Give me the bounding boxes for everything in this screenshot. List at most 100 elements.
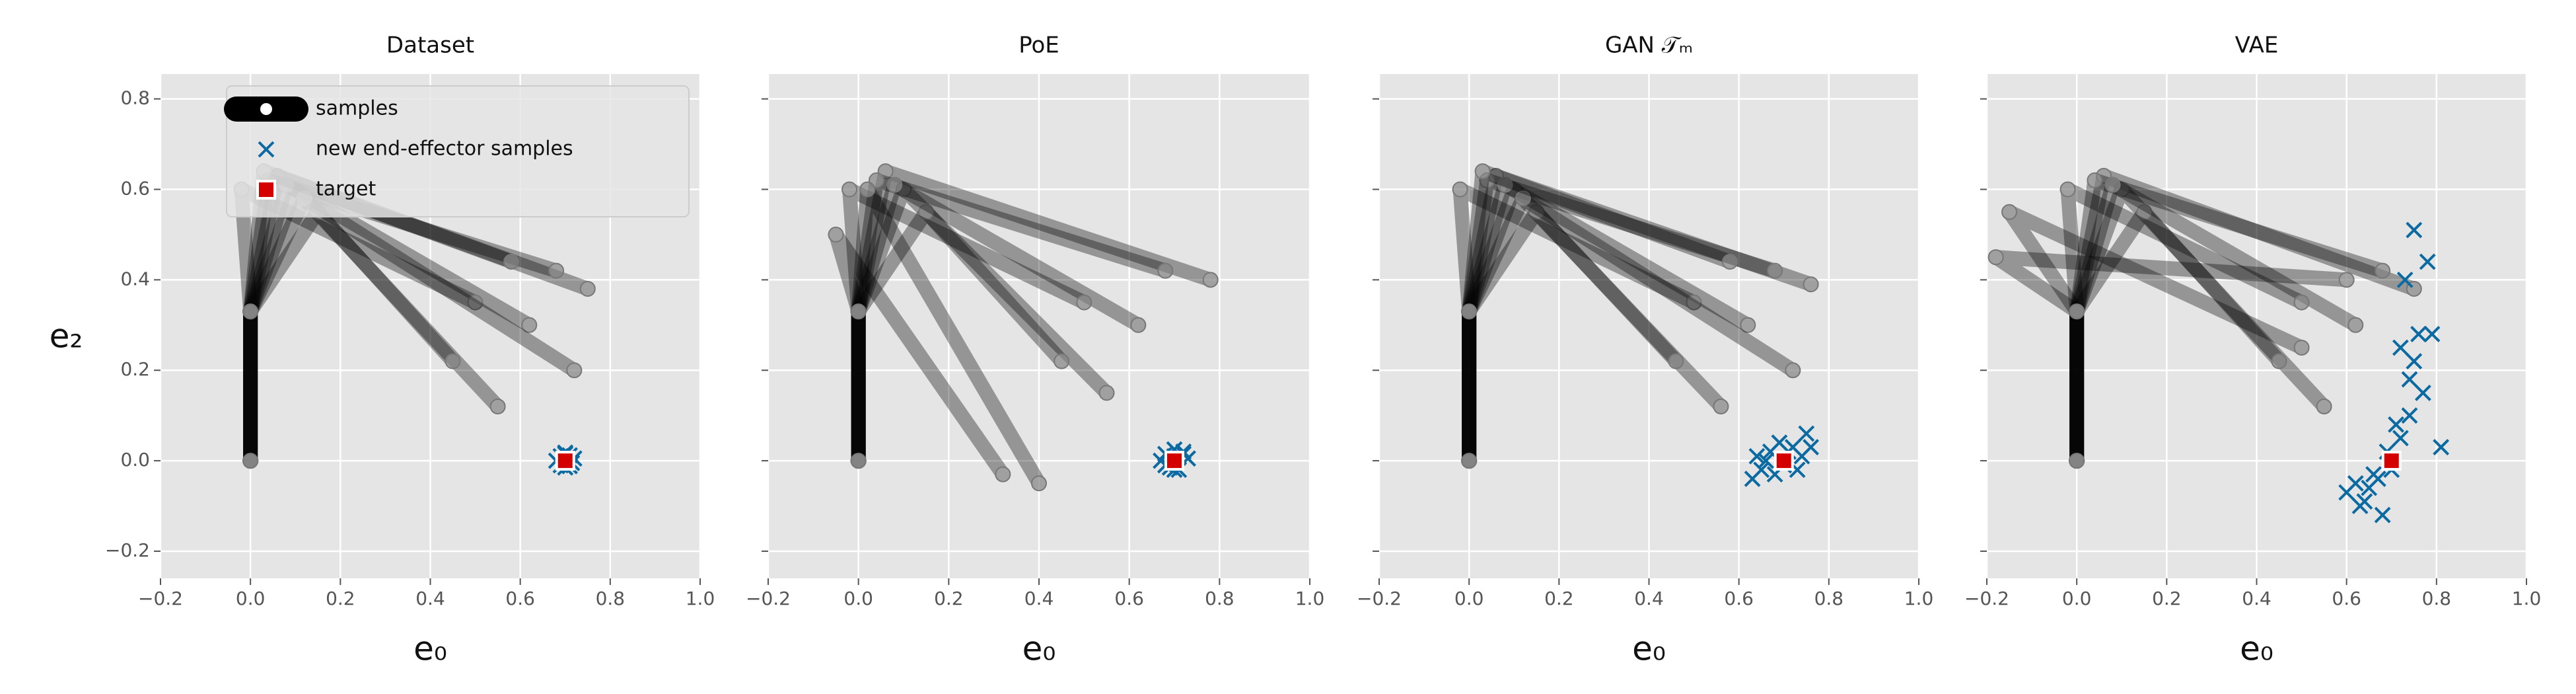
sample-joint: [2104, 176, 2121, 193]
sample-arm: [1452, 182, 1701, 469]
sample-joint: [2136, 204, 2153, 220]
sample-joint: [2059, 181, 2076, 198]
end-effector-sample: [2396, 271, 2414, 288]
panel-title: VAE: [2235, 32, 2279, 59]
end-effector-sample: [2406, 221, 2423, 239]
sample-arm: [2069, 177, 2363, 469]
sample-joint: [242, 453, 259, 469]
sample-arm: [1462, 204, 1684, 469]
panel: −0.2 0.0 0.2 0.4 0.6 0.8 1.0 VAE e₀: [1964, 32, 2541, 668]
sample-joint: [1461, 453, 1478, 469]
sample-joint: [2271, 353, 2287, 369]
end-effector-sample: [1803, 439, 1820, 455]
x-axis-label: e₀: [1632, 630, 1666, 668]
sample-arm: [828, 227, 1011, 482]
x-tick-label: 0.4: [1024, 588, 1054, 609]
legend-symbol: [256, 180, 276, 200]
sample-arm: [851, 182, 1046, 491]
sample-joint: [1713, 398, 1729, 414]
sample-joint: [467, 294, 483, 311]
sample-joint: [1528, 204, 1545, 220]
x-axis-label: e₀: [413, 630, 447, 668]
sample-joint: [1668, 353, 1684, 369]
x-tick-label: 0.0: [1454, 588, 1484, 609]
sample-arm: [2002, 204, 2309, 469]
x-tick-label: 0.6: [1114, 588, 1144, 609]
y-axis-label: e₂: [50, 317, 83, 356]
x-tick-label: 0.2: [934, 588, 964, 609]
sample-joint: [1686, 294, 1702, 311]
sample-joint: [841, 181, 857, 198]
x-tick-label: 0.8: [2422, 588, 2452, 609]
sample-joint: [1722, 253, 1738, 270]
sample-joint: [2347, 317, 2364, 333]
target: [2381, 451, 2402, 471]
x-tick-label: 1.0: [686, 588, 715, 609]
sample-joint: [2293, 340, 2310, 356]
plot-area: [828, 163, 1219, 492]
sample-arm: [243, 173, 564, 469]
end-effector-sample: [1748, 447, 1766, 465]
sample-joint: [1987, 249, 2004, 266]
x-axis-label: e₀: [2240, 630, 2273, 668]
sample-joint: [1785, 362, 1801, 379]
x-tick-label: 0.4: [415, 588, 445, 609]
sample-arm: [851, 173, 1173, 469]
y-tick-label: 0.8: [120, 87, 150, 109]
sample-joint: [828, 226, 844, 243]
sample-joint: [1515, 190, 1531, 207]
x-tick-label: 1.0: [2512, 588, 2542, 609]
end-effector-sample: [2419, 253, 2436, 270]
y-tick-label: 0.4: [120, 268, 150, 289]
sample-joint: [1054, 353, 1070, 369]
sample-joint: [489, 398, 506, 414]
x-tick-label: 0.6: [505, 588, 535, 609]
sample-joint: [1157, 262, 1174, 279]
end-effector-sample: [2406, 353, 2423, 369]
y-tick-label: 0.6: [120, 177, 150, 199]
sample-joint: [566, 362, 583, 379]
end-effector-sample: [2351, 498, 2369, 514]
x-tick-label: 0.6: [1724, 588, 1754, 609]
sample-joint: [2293, 294, 2310, 311]
legend-box: [226, 85, 690, 217]
x-tick-label: 0.8: [1814, 588, 1844, 609]
sample-arm: [1988, 250, 2354, 469]
x-tick-label: 0.4: [2242, 588, 2272, 609]
sample-joint: [1031, 475, 1047, 492]
plot-area: [233, 163, 596, 476]
end-effector-sample: [2401, 407, 2418, 424]
end-effector-sample: [2392, 430, 2409, 447]
sample-arm: [234, 182, 483, 469]
panel-title: PoE: [1019, 32, 1059, 59]
panel-title: GAN 𝒯ₘ: [1605, 32, 1693, 59]
sample-joint: [2316, 398, 2332, 414]
legend-label: new end-effector samples: [316, 137, 573, 161]
sample-arm: [2069, 168, 2421, 469]
y-tick-label: 0.0: [120, 449, 150, 471]
target: [1164, 451, 1184, 471]
end-effector-sample: [2401, 371, 2418, 388]
sample-joint: [850, 453, 867, 469]
sample-joint: [1474, 163, 1491, 180]
target: [1773, 451, 1794, 471]
sample-joint: [1452, 181, 1468, 198]
plot-area: [1452, 163, 1820, 487]
x-tick-label: 0.2: [1544, 588, 1574, 609]
x-tick-label: −0.2: [1357, 588, 1402, 609]
sample-arm: [851, 182, 1114, 469]
legend-symbol: [260, 103, 272, 115]
sample-joint: [2069, 303, 2085, 320]
sample-arm: [2069, 204, 2287, 469]
sample-arm: [1462, 164, 1738, 469]
sample-joint: [242, 303, 259, 320]
x-tick-label: 0.6: [2332, 588, 2361, 609]
x-tick-label: 0.0: [843, 588, 873, 609]
x-axis-label: e₀: [1022, 630, 1056, 668]
x-tick-label: 0.0: [236, 588, 266, 609]
legend-symbol: [258, 141, 275, 158]
sample-arm: [1462, 191, 1801, 469]
x-tick-label: 0.2: [326, 588, 355, 609]
sample-joint: [2375, 262, 2391, 279]
